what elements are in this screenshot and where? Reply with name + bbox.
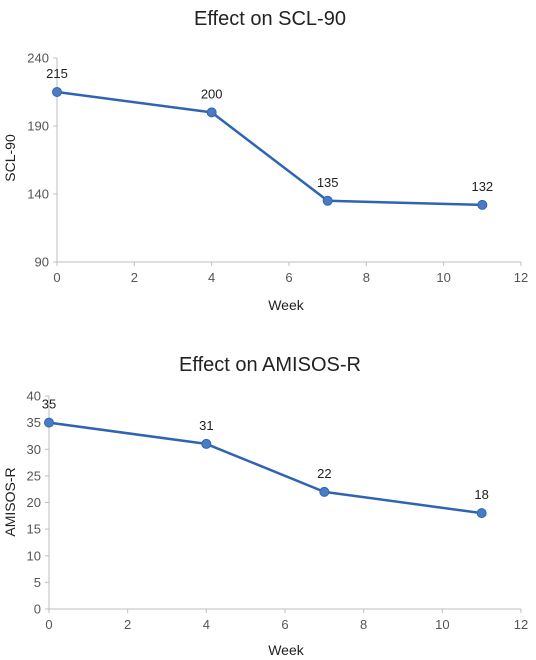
chart1-y-axis-label: SCL-90 [2,134,18,182]
chart1-x-tick-label: 2 [131,270,138,285]
chart2-x-tick-label: 0 [45,617,52,632]
chart2-x-tick-label: 6 [281,617,288,632]
chart2-data-label: 18 [474,487,488,502]
chart2-data-point [44,417,54,428]
chart1-y-tick-label: 140 [27,187,49,202]
chart2-y-tick-label: 20 [27,495,41,510]
chart1-series-line [56,90,483,207]
chart2-x-tick-label: 2 [124,617,131,632]
chart2-x-tick-label: 4 [203,617,210,632]
chart2-x-axis-label: Week [268,642,305,658]
chart1-x-axis-label: Week [268,297,305,313]
chart2-y-tick-label: 30 [27,442,41,457]
chart1-title: Effect on SCL-90 [194,8,346,30]
chart2-title: Effect on AMISOS-R [179,354,361,376]
chart1-data-point [206,107,217,118]
chart1-x-tick-label: 4 [208,270,215,285]
chart2-y-tick-label: 10 [27,548,41,563]
chart1-y-tick-label: 190 [27,119,49,134]
chart1-x-tick-label: 12 [514,270,528,285]
chart2-y-tick-label: 0 [34,602,41,617]
chart1-x-tick-label: 8 [363,270,370,285]
chart1-x-tick-label: 10 [436,270,450,285]
chart1-x-tick-label: 0 [53,270,60,285]
chart1-data-point [52,87,62,97]
chart2-y-axis-label: AMISOS-R [2,467,18,536]
chart1-x-tick-label: 6 [285,270,292,285]
chart1-data-point [322,195,333,206]
chart2-x-tick-label: 12 [514,617,528,632]
chart2-data-label: 35 [42,397,56,412]
chart2-data-point [201,438,212,449]
chart1-data-label: 132 [471,179,493,194]
chart1-y-tick-label: 240 [27,51,49,66]
chart1-y-tick-label: 90 [35,255,49,270]
chart2-y-tick-label: 15 [27,522,41,537]
chart2-y-tick-label: 40 [27,389,41,404]
chart2-data-label: 31 [199,418,213,433]
chart2-y-tick-label: 5 [34,575,41,590]
chart2-y-tick-label: 35 [27,415,41,430]
chart2-series-line [48,421,482,515]
chart1-data-label: 135 [317,175,339,190]
chart1-data-label: 200 [201,86,223,101]
chart1-data-label: 215 [46,66,68,81]
chart2-x-tick-label: 8 [360,617,367,632]
chart2-data-point [476,508,487,519]
chart2-y-tick-label: 25 [27,468,41,483]
chart2-x-tick-label: 10 [435,617,449,632]
chart1-data-point [477,199,488,210]
chart2-data-label: 22 [317,466,331,481]
chart2-data-point [319,486,330,497]
